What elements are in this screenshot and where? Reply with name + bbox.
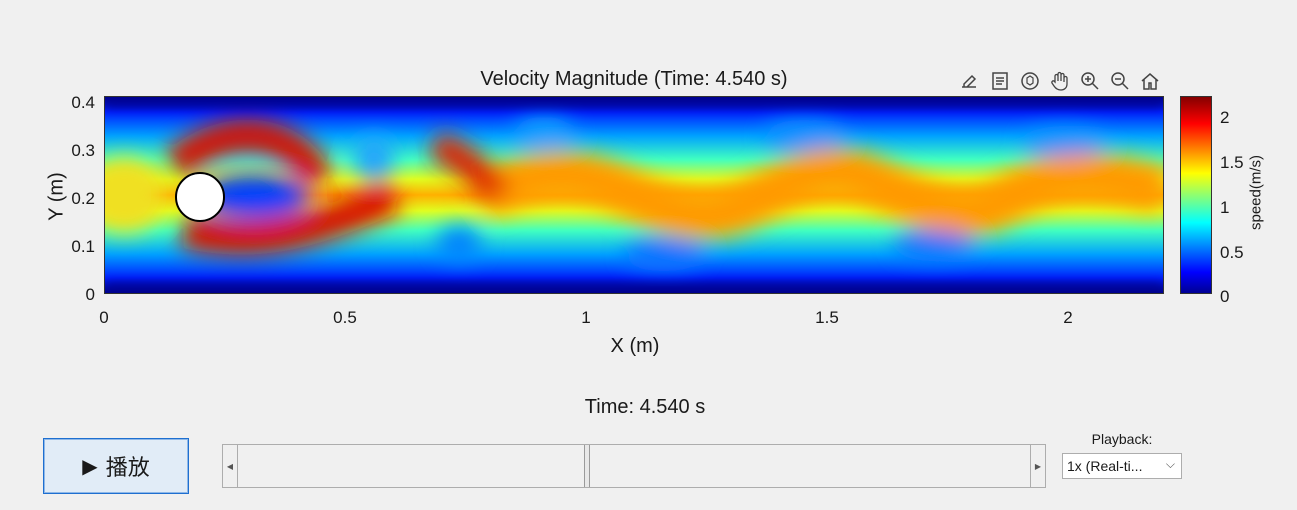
play-icon: ▶ [82, 455, 98, 478]
y-tick-label: 0.4 [71, 93, 95, 112]
export-icon[interactable] [956, 68, 984, 94]
slider-right-arrow-icon[interactable]: ▶ [1030, 445, 1045, 487]
x-axis-label: X (m) [610, 335, 660, 357]
rotate-icon[interactable] [1016, 68, 1044, 94]
colorbar-tick: 1.5 [1220, 153, 1244, 172]
pan-icon[interactable] [1046, 68, 1074, 94]
home-icon[interactable] [1136, 68, 1164, 94]
cylinder-obstacle [175, 172, 225, 222]
zoom-in-icon[interactable] [1076, 68, 1104, 94]
velocity-field-plot [104, 96, 1164, 294]
plot-title: Velocity Magnitude (Time: 4.540 s) [480, 68, 788, 90]
colorbar-tick: 2 [1220, 108, 1230, 127]
axes-toolbar [956, 68, 1164, 94]
colorbar [1180, 96, 1212, 294]
colorbar-tick: 0 [1220, 287, 1230, 306]
y-tick-label: 0.2 [71, 189, 95, 208]
time-label: Time: 4.540 s [584, 396, 706, 418]
x-tick-label: 0 [99, 308, 109, 327]
x-tick-label: 1.5 [815, 308, 839, 327]
slider-left-arrow-icon[interactable]: ◀ [223, 445, 238, 487]
colorbar-tick: 1 [1220, 198, 1230, 217]
slider-track[interactable] [237, 445, 1031, 487]
time-slider[interactable]: ◀ ▶ [222, 444, 1046, 488]
y-tick-label: 0.3 [71, 141, 95, 160]
colorbar-tick: 0.5 [1220, 243, 1244, 262]
y-axis-label: Y (m) [45, 172, 68, 221]
slider-thumb[interactable] [584, 445, 590, 487]
colorbar-label: speed(m/s) [1247, 154, 1265, 231]
chevron-down-icon: ⌵ [1165, 457, 1175, 471]
play-button[interactable]: ▶ 播放 [43, 438, 189, 494]
x-tick-label: 2 [1063, 308, 1073, 327]
playback-label: Playback: [1091, 431, 1153, 447]
y-tick-label: 0 [85, 285, 95, 304]
data-tips-icon[interactable] [986, 68, 1014, 94]
play-button-label: 播放 [105, 455, 150, 480]
playback-selected-value: 1x (Real-ti... [1067, 458, 1143, 474]
x-tick-label: 1 [581, 308, 591, 327]
zoom-out-icon[interactable] [1106, 68, 1134, 94]
x-tick-label: 0.5 [333, 308, 357, 327]
y-tick-label: 0.1 [71, 237, 95, 256]
playback-speed-dropdown[interactable]: 1x (Real-ti... ⌵ [1062, 453, 1182, 479]
